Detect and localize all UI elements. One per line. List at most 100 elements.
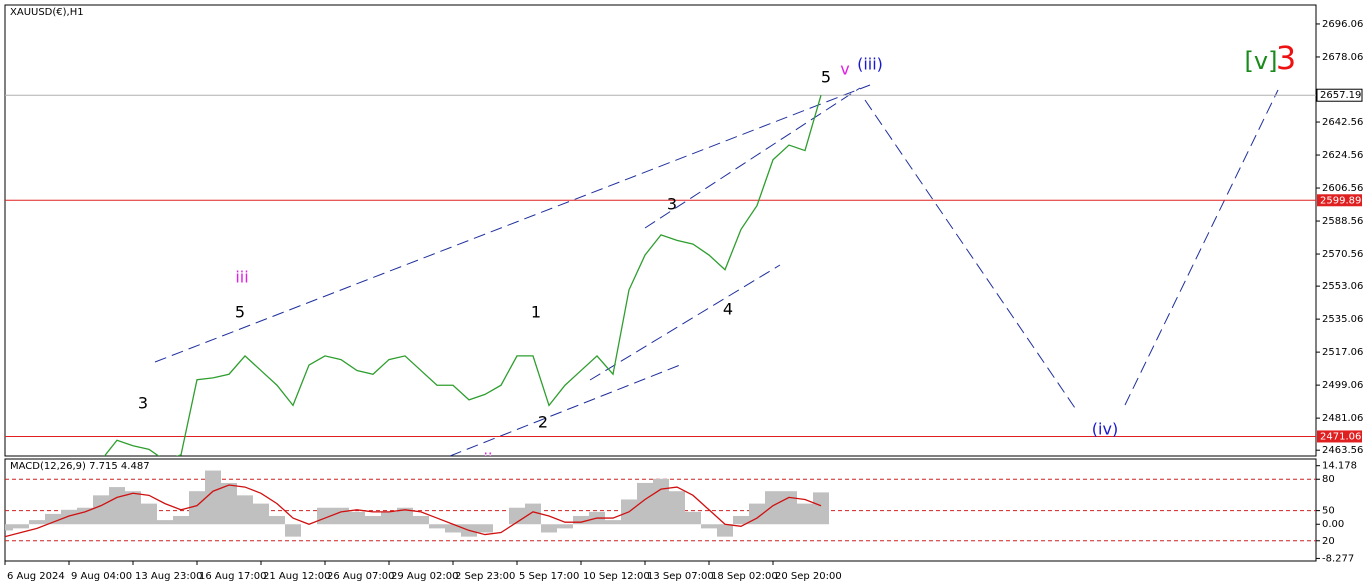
macd-bar bbox=[173, 515, 189, 525]
macd-bar bbox=[397, 507, 413, 525]
macd-bar bbox=[205, 470, 221, 525]
macd-bar bbox=[477, 524, 493, 533]
y-tick-label: 2696.06 bbox=[1322, 19, 1363, 30]
axes: 2696.06 2678.06 2642.56 2624.56 2606.56 2588.… bbox=[4, 19, 1363, 582]
macd-bar bbox=[45, 513, 61, 525]
y-tick-label: 14.178 bbox=[1322, 461, 1357, 472]
macd-bar bbox=[349, 511, 365, 525]
macd-bar bbox=[637, 482, 653, 525]
wave-label: (iv) bbox=[1092, 420, 1118, 439]
channel-line bbox=[449, 364, 681, 456]
macd-bar bbox=[733, 515, 749, 525]
macd-bar bbox=[5, 524, 13, 531]
macd-bar bbox=[813, 492, 829, 525]
y-tick-label: 0.00 bbox=[1322, 519, 1344, 530]
x-tick-label: 20 Sep 20:00 bbox=[775, 571, 842, 582]
wave-label: ii bbox=[484, 450, 493, 469]
macd-bar bbox=[701, 524, 717, 529]
macd-plot bbox=[5, 470, 1316, 542]
macd-bar bbox=[781, 491, 797, 525]
macd-bar bbox=[333, 507, 349, 525]
last-price-box bbox=[1316, 88, 1363, 102]
x-tick-label: 2 Sep 23:00 bbox=[455, 571, 515, 582]
macd-bar bbox=[749, 503, 765, 525]
channel-line bbox=[154, 84, 871, 363]
macd-bar bbox=[557, 524, 573, 529]
channel-line bbox=[589, 264, 781, 381]
series-line bbox=[103, 95, 822, 456]
macd-bar bbox=[717, 524, 733, 537]
macd-bar bbox=[573, 515, 589, 525]
wave-label: (iii) bbox=[857, 55, 883, 74]
macd-bar bbox=[189, 491, 205, 525]
x-tick-label: 6 Aug 2024 bbox=[7, 571, 65, 582]
macd-bar bbox=[141, 503, 157, 525]
macd-bar bbox=[221, 482, 237, 525]
wave-lines bbox=[154, 84, 1279, 456]
x-tick-label: 26 Aug 07:00 bbox=[327, 571, 394, 582]
y-tick-label: 2678.06 bbox=[1322, 52, 1363, 63]
y-tick-label: -8.277 bbox=[1322, 553, 1354, 564]
wave-label: 1 bbox=[531, 303, 541, 322]
x-tick-label: 5 Sep 17:00 bbox=[519, 571, 579, 582]
y-tick-label: 2463.56 bbox=[1322, 445, 1363, 456]
last-price-label: 2657.19 bbox=[1320, 90, 1361, 101]
macd-bar bbox=[125, 491, 141, 525]
wave-label: 5 bbox=[235, 303, 245, 322]
y-tick-label: 20 bbox=[1322, 536, 1335, 547]
series-line bbox=[5, 484, 822, 538]
y-tick-label: 80 bbox=[1322, 474, 1335, 485]
macd-bar bbox=[797, 503, 813, 525]
projection-line bbox=[1124, 89, 1279, 406]
level-label-box bbox=[1317, 194, 1362, 207]
wave-label: 5 bbox=[821, 68, 831, 87]
macd-bar bbox=[365, 515, 381, 525]
x-tick-label: 10 Sep 12:00 bbox=[583, 571, 650, 582]
wave-label: [v] bbox=[1245, 47, 1278, 75]
y-tick-label: 2624.56 bbox=[1322, 150, 1363, 161]
macd-bar bbox=[13, 524, 29, 529]
y-tick-label: 2535.06 bbox=[1322, 314, 1363, 325]
macd-bar bbox=[653, 478, 669, 525]
level-label-box bbox=[1317, 430, 1362, 443]
macd-pane bbox=[4, 458, 1317, 562]
macd-bar bbox=[157, 520, 173, 525]
level-label: 2599.89 bbox=[1320, 195, 1361, 206]
x-tick-label: 21 Aug 12:00 bbox=[263, 571, 330, 582]
macd-bar bbox=[685, 511, 701, 525]
macd-bar bbox=[381, 511, 397, 525]
wave-label: 3 bbox=[138, 394, 148, 413]
macd-bar bbox=[429, 524, 445, 529]
y-tick-label: 2553.06 bbox=[1322, 281, 1363, 292]
y-tick-label: 2570.56 bbox=[1322, 249, 1363, 260]
price-plot bbox=[5, 94, 1316, 456]
wave-label: 3 bbox=[667, 195, 677, 214]
macd-bar bbox=[413, 515, 429, 525]
macd-bar bbox=[605, 520, 621, 525]
x-tick-label: 18 Sep 02:00 bbox=[711, 571, 778, 582]
y-tick-label: 2517.06 bbox=[1322, 347, 1363, 358]
x-tick-label: 29 Aug 02:00 bbox=[391, 571, 458, 582]
macd-bar bbox=[445, 524, 461, 533]
chart-title: XAUUSD(€),H1 bbox=[10, 7, 84, 18]
macd-bar bbox=[541, 524, 557, 533]
macd-bar bbox=[93, 495, 109, 525]
channel-line bbox=[644, 87, 861, 229]
wave-label: 3 bbox=[1276, 39, 1296, 77]
macd-bar bbox=[525, 503, 541, 525]
macd-bar bbox=[109, 487, 125, 525]
wave-label: iii bbox=[235, 268, 248, 287]
macd-bar bbox=[253, 503, 269, 525]
macd-bar bbox=[237, 495, 253, 525]
y-tick-label: 2481.06 bbox=[1322, 413, 1363, 424]
y-tick-label: 2606.56 bbox=[1322, 183, 1363, 194]
price-pane bbox=[4, 4, 1317, 457]
projection-line bbox=[864, 99, 1076, 409]
y-tick-label: 2499.06 bbox=[1322, 380, 1363, 391]
y-tick-label: 2642.56 bbox=[1322, 117, 1363, 128]
wave-label: v bbox=[840, 60, 849, 79]
y-tick-label: 2588.56 bbox=[1322, 216, 1363, 227]
wave-label: 4 bbox=[723, 300, 733, 319]
x-tick-label: 16 Aug 17:00 bbox=[199, 571, 266, 582]
